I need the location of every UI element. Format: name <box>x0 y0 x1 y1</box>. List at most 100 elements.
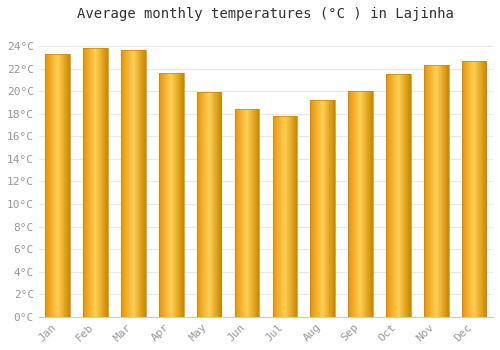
Bar <box>133 50 134 317</box>
Bar <box>159 73 160 317</box>
Bar <box>480 61 481 317</box>
Bar <box>165 73 166 317</box>
Bar <box>358 91 360 317</box>
Bar <box>236 109 237 317</box>
Bar <box>318 100 319 317</box>
Bar <box>102 48 103 317</box>
Bar <box>273 116 274 317</box>
Bar <box>87 48 88 317</box>
Bar <box>162 73 163 317</box>
Bar <box>390 74 391 317</box>
Bar <box>386 74 388 317</box>
Bar <box>245 109 246 317</box>
Bar <box>310 100 335 317</box>
Bar <box>364 91 365 317</box>
Bar <box>67 54 68 317</box>
Bar <box>325 100 326 317</box>
Bar <box>320 100 321 317</box>
Bar <box>105 48 106 317</box>
Bar <box>386 74 387 317</box>
Bar <box>221 92 222 317</box>
Bar <box>479 61 480 317</box>
Bar <box>326 100 327 317</box>
Bar <box>249 109 250 317</box>
Bar <box>277 116 278 317</box>
Bar <box>476 61 478 317</box>
Bar <box>48 54 49 317</box>
Bar <box>358 91 359 317</box>
Bar <box>363 91 364 317</box>
Bar <box>310 100 311 317</box>
Bar <box>198 92 199 317</box>
Bar <box>276 116 277 317</box>
Bar <box>134 50 136 317</box>
Bar <box>424 65 448 317</box>
Bar <box>90 48 92 317</box>
Bar <box>247 109 248 317</box>
Bar <box>361 91 362 317</box>
Bar <box>275 116 276 317</box>
Bar <box>484 61 486 317</box>
Bar <box>128 50 129 317</box>
Bar <box>394 74 396 317</box>
Bar <box>122 50 123 317</box>
Bar <box>333 100 334 317</box>
Bar <box>129 50 130 317</box>
Bar <box>241 109 242 317</box>
Bar <box>464 61 465 317</box>
Bar <box>446 65 448 317</box>
Bar <box>216 92 217 317</box>
Bar <box>51 54 52 317</box>
Bar <box>292 116 293 317</box>
Bar <box>58 54 59 317</box>
Bar <box>429 65 430 317</box>
Bar <box>389 74 390 317</box>
Bar <box>290 116 291 317</box>
Bar <box>370 91 371 317</box>
Bar <box>366 91 368 317</box>
Bar <box>178 73 180 317</box>
Bar <box>174 73 175 317</box>
Bar <box>161 73 162 317</box>
Bar <box>312 100 313 317</box>
Bar <box>234 109 260 317</box>
Bar <box>330 100 331 317</box>
Bar <box>438 65 440 317</box>
Bar <box>61 54 62 317</box>
Bar <box>313 100 314 317</box>
Bar <box>426 65 427 317</box>
Bar <box>482 61 484 317</box>
Bar <box>240 109 241 317</box>
Bar <box>396 74 398 317</box>
Bar <box>131 50 132 317</box>
Bar <box>106 48 108 317</box>
Bar <box>201 92 202 317</box>
Bar <box>365 91 366 317</box>
Bar <box>237 109 238 317</box>
Bar <box>348 91 349 317</box>
Bar <box>125 50 126 317</box>
Bar <box>428 65 429 317</box>
Bar <box>53 54 54 317</box>
Bar <box>468 61 469 317</box>
Bar <box>477 61 478 317</box>
Bar <box>200 92 201 317</box>
Bar <box>327 100 328 317</box>
Bar <box>425 65 426 317</box>
Bar <box>104 48 105 317</box>
Bar <box>296 116 297 317</box>
Bar <box>167 73 168 317</box>
Bar <box>356 91 357 317</box>
Bar <box>159 73 184 317</box>
Bar <box>180 73 181 317</box>
Bar <box>84 48 108 317</box>
Bar <box>248 109 249 317</box>
Bar <box>59 54 60 317</box>
Bar <box>471 61 472 317</box>
Bar <box>405 74 406 317</box>
Bar <box>462 61 486 317</box>
Bar <box>103 48 104 317</box>
Bar <box>162 73 164 317</box>
Bar <box>438 65 439 317</box>
Bar <box>49 54 50 317</box>
